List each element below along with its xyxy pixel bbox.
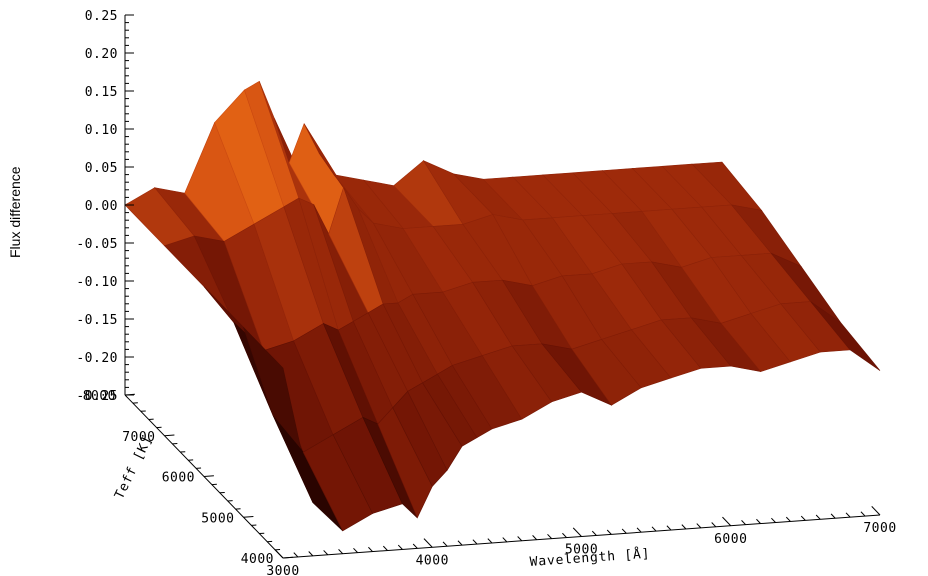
z-tick-label: 0.05: [85, 161, 118, 176]
y-tick-label: 8000: [83, 389, 116, 404]
x-minor-tick: [547, 533, 553, 539]
x-minor-tick: [741, 520, 747, 526]
y-tick: [124, 393, 135, 396]
x-minor-tick: [502, 537, 508, 543]
y-tick: [203, 475, 214, 477]
y-tick: [243, 516, 254, 518]
x-minor-tick: [442, 541, 448, 547]
x-tick: [572, 527, 582, 537]
x-tick: [274, 549, 284, 559]
y-tick: [164, 434, 175, 437]
x-minor-tick: [621, 528, 627, 534]
x-minor-tick: [666, 525, 672, 531]
x-tick-label: 3000: [266, 564, 299, 576]
x-tick-label: 4000: [416, 553, 449, 568]
x-minor-tick: [562, 532, 567, 538]
x-minor-tick: [711, 522, 717, 528]
x-minor-tick: [293, 552, 299, 558]
surface-mesh: [124, 80, 881, 532]
x-tick-label: 5000: [565, 543, 598, 558]
x-minor-tick: [830, 513, 836, 519]
x-minor-tick: [532, 535, 538, 541]
x-minor-tick: [860, 511, 866, 517]
ticks: [124, 14, 881, 559]
z-tick-label: -0.05: [76, 237, 118, 252]
x-minor-tick: [845, 512, 851, 518]
x-minor-tick: [517, 536, 523, 542]
z-tick-label: 0.10: [85, 123, 118, 138]
z-tick-label: 0.25: [85, 9, 118, 24]
y-tick-label: 7000: [122, 430, 155, 445]
y-tick-label: 5000: [201, 511, 234, 526]
x-minor-tick: [457, 540, 463, 546]
x-minor-tick: [636, 527, 642, 533]
x-minor-tick: [785, 516, 791, 522]
x-tick-label: 7000: [863, 521, 896, 536]
x-minor-tick: [681, 524, 687, 530]
z-tick-label: 0.20: [85, 47, 118, 62]
x-minor-tick: [815, 514, 821, 520]
x-minor-tick: [397, 544, 403, 550]
z-tick-label: -0.25: [76, 389, 118, 404]
x-minor-tick: [472, 539, 478, 545]
x-minor-tick: [756, 518, 761, 524]
x-minor-tick: [771, 517, 776, 523]
x-minor-tick: [338, 549, 344, 555]
x-minor-tick: [323, 550, 329, 556]
y-tick-label: 6000: [162, 471, 195, 486]
x-minor-tick: [651, 526, 657, 532]
x-minor-tick: [487, 538, 493, 544]
x-minor-tick: [382, 545, 388, 551]
z-tick-label: 0.15: [85, 85, 118, 100]
x-minor-tick: [591, 530, 597, 536]
x-tick-label: 6000: [714, 532, 747, 547]
z-tick-label: -0.20: [76, 351, 118, 366]
x-tick: [423, 538, 433, 548]
x-minor-tick: [800, 515, 806, 521]
x-minor-tick: [696, 523, 702, 529]
x-tick: [722, 516, 732, 527]
tick-labels: 0.25 0.20 0.15 0.10 0.05 0.00 -0.05 -0.10 -0.15 -…: [76, 9, 896, 576]
x-minor-tick: [606, 529, 612, 535]
x-minor-tick: [353, 547, 358, 553]
x-minor-tick: [412, 543, 418, 549]
x-minor-tick: [368, 546, 373, 552]
surface-facet: [810, 301, 881, 371]
y-tick-label: 4000: [241, 552, 274, 567]
z-axis-title: Flux difference: [7, 166, 23, 258]
x-tick: [871, 506, 881, 516]
z-tick-label: -0.15: [76, 313, 118, 328]
z-tick-label: 0.00: [85, 199, 118, 214]
x-minor-tick: [308, 551, 314, 557]
z-tick-label: -0.10: [76, 275, 118, 290]
y-tick: [282, 556, 293, 559]
